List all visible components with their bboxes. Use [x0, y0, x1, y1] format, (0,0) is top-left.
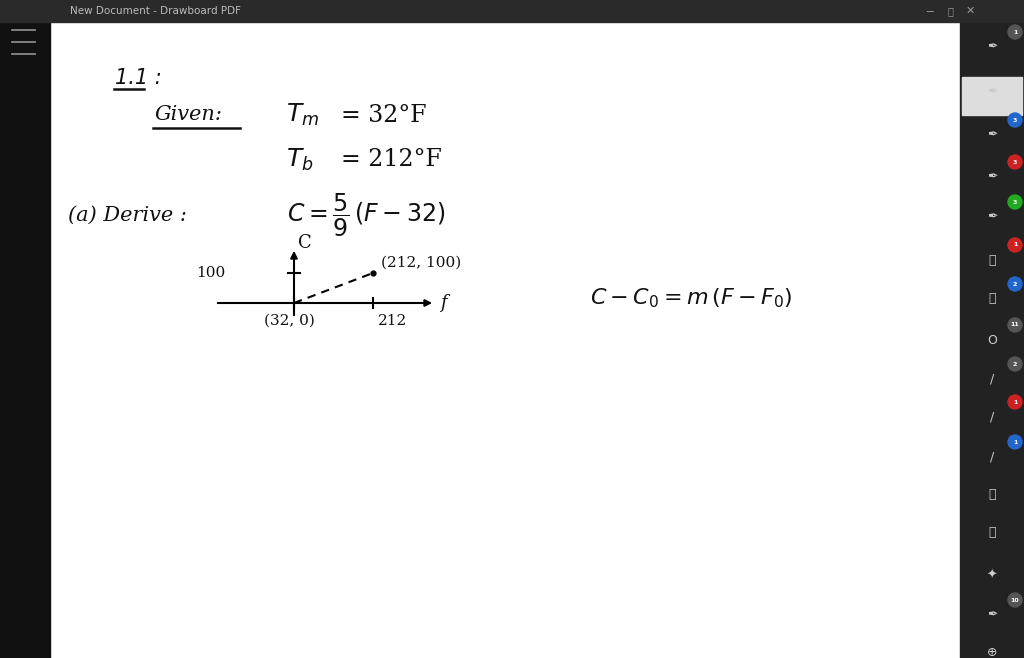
Text: ✒: ✒ — [987, 170, 997, 184]
Text: (a) Derive :: (a) Derive : — [68, 205, 186, 224]
Text: ⬜: ⬜ — [988, 253, 995, 266]
Text: 11: 11 — [1011, 322, 1019, 328]
Circle shape — [1008, 238, 1022, 252]
Text: 3: 3 — [1013, 118, 1017, 122]
Bar — [961, 22, 1024, 658]
Bar — [50, 22, 961, 658]
Text: 2: 2 — [1013, 282, 1017, 286]
Text: 10: 10 — [1011, 597, 1019, 603]
Text: 3: 3 — [1013, 159, 1017, 164]
Bar — [0, 0, 1024, 22]
Text: /: / — [990, 451, 994, 463]
Text: ✕: ✕ — [966, 6, 975, 16]
Text: 2: 2 — [1013, 361, 1017, 367]
Text: ⊕: ⊕ — [987, 647, 997, 658]
Circle shape — [1008, 395, 1022, 409]
Circle shape — [1008, 113, 1022, 127]
Text: 1: 1 — [1013, 243, 1017, 247]
Circle shape — [1008, 318, 1022, 332]
Text: ✦: ✦ — [987, 569, 997, 582]
Text: 1.1 :: 1.1 : — [115, 68, 162, 88]
Text: O: O — [987, 334, 997, 347]
Text: /: / — [990, 372, 994, 386]
Circle shape — [1008, 25, 1022, 39]
Text: ⬜: ⬜ — [947, 6, 953, 16]
Text: ✒: ✒ — [987, 609, 997, 622]
Text: 1: 1 — [1013, 30, 1017, 34]
Text: $T_b$: $T_b$ — [286, 147, 313, 173]
Circle shape — [1008, 357, 1022, 371]
Text: 1: 1 — [1013, 440, 1017, 445]
Text: ✒: ✒ — [987, 211, 997, 224]
Text: C: C — [298, 234, 311, 252]
Text: = 32°F: = 32°F — [341, 103, 427, 126]
Text: ⬜: ⬜ — [988, 293, 995, 305]
Circle shape — [1008, 195, 1022, 209]
Text: (212, 100): (212, 100) — [381, 256, 461, 270]
Text: f: f — [440, 294, 446, 312]
Text: ⛰: ⛰ — [988, 488, 995, 501]
Text: Given:: Given: — [155, 105, 223, 124]
Text: = 212°F: = 212°F — [341, 149, 442, 172]
Circle shape — [1008, 435, 1022, 449]
Text: 212: 212 — [378, 314, 408, 328]
Circle shape — [1008, 155, 1022, 169]
Text: $C - C_0 = m\,(F - F_0)$: $C - C_0 = m\,(F - F_0)$ — [590, 286, 793, 310]
Text: ✒: ✒ — [987, 86, 997, 99]
Text: $C = \dfrac{5}{9}\,(F - 32)$: $C = \dfrac{5}{9}\,(F - 32)$ — [287, 191, 445, 239]
Bar — [962, 77, 1022, 115]
Text: ✒: ✒ — [987, 128, 997, 141]
Text: New Document - Drawboard PDF: New Document - Drawboard PDF — [70, 6, 241, 16]
Text: ✒: ✒ — [987, 41, 997, 53]
Text: $T_m$: $T_m$ — [286, 102, 319, 128]
Circle shape — [1008, 593, 1022, 607]
Text: 100: 100 — [196, 266, 225, 280]
Circle shape — [1008, 277, 1022, 291]
Bar — [0, 22, 50, 658]
Text: (32, 0): (32, 0) — [263, 314, 314, 328]
Text: 1: 1 — [1013, 399, 1017, 405]
Text: ─: ─ — [927, 6, 933, 16]
Text: 3: 3 — [1013, 199, 1017, 205]
Text: /: / — [990, 411, 994, 424]
Text: 🏳: 🏳 — [988, 526, 995, 538]
